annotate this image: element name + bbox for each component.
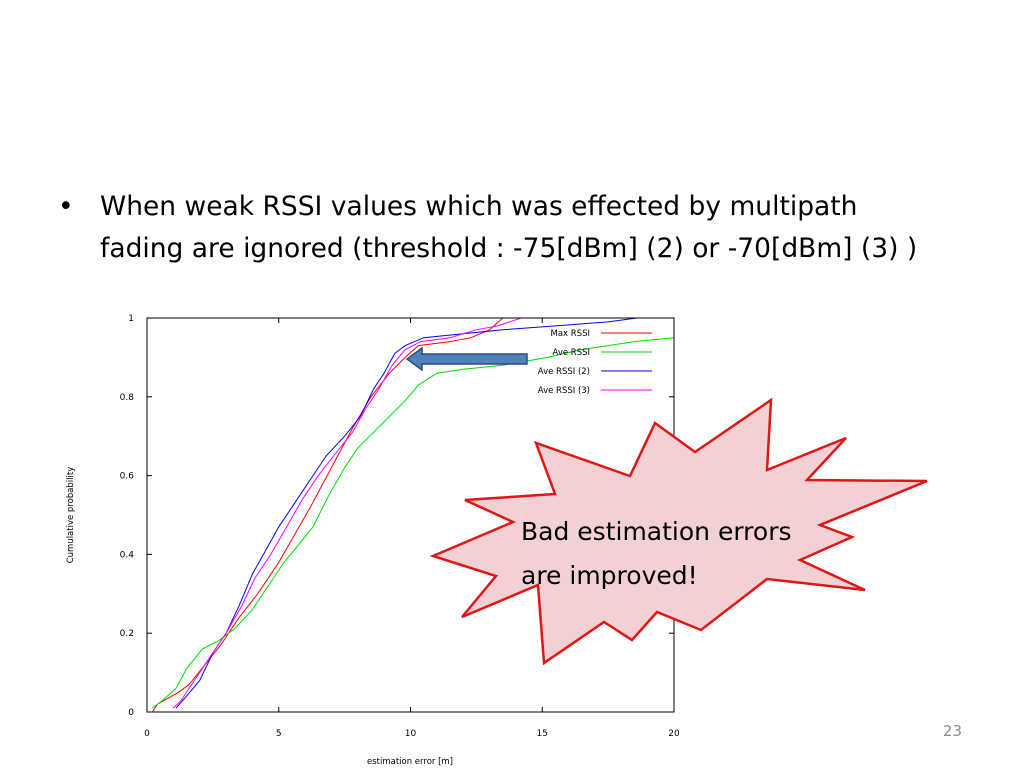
- pointer-arrow: [405, 346, 528, 372]
- series-line-1: [151, 317, 674, 713]
- page-number: 23: [942, 722, 962, 740]
- legend: Max RSSI Ave RSSI Ave RSSI (2) Ave RSSI (3): [538, 329, 652, 396]
- y-tick-label: 0.6: [120, 472, 135, 482]
- plot-lines: [151, 317, 675, 713]
- x-tick-label: 5: [276, 729, 282, 739]
- y-tick-label: 0: [128, 708, 134, 718]
- y-tick-label: 1: [128, 314, 134, 324]
- bullet-marker: •: [58, 191, 74, 222]
- callout-line-1: Bad estimation errors: [521, 517, 792, 546]
- x-tick-label: 0: [144, 729, 150, 739]
- starburst-shape: [429, 397, 928, 666]
- x-tick-label: 20: [668, 729, 680, 739]
- series-line-4: [172, 317, 674, 709]
- legend-label: Ave RSSI: [553, 348, 590, 358]
- x-axis-ticks: 0 5 10 15 20: [144, 318, 680, 739]
- x-tick-label: 15: [537, 729, 548, 739]
- legend-label: Ave RSSI (2): [538, 367, 590, 377]
- x-axis-label: estimation error [m]: [367, 757, 453, 767]
- y-tick-label: 0.8: [120, 393, 135, 403]
- bullet-line-2: fading are ignored (threshold : -75[dBm]…: [100, 233, 918, 264]
- x-tick-label: 10: [405, 729, 417, 739]
- callout-line-2: are improved!: [521, 561, 698, 590]
- legend-label: Max RSSI: [551, 329, 590, 339]
- y-axis-label: Cumulative probability: [66, 467, 76, 564]
- bullet-text: When weak RSSI values which was effected…: [100, 186, 950, 270]
- y-tick-label: 0.2: [120, 629, 134, 639]
- bullet-line-1: When weak RSSI values which was effected…: [100, 191, 858, 222]
- series-line-2: [151, 337, 675, 709]
- y-tick-label: 0.4: [120, 550, 135, 560]
- left-arrow-icon: [405, 346, 528, 372]
- legend-label: Ave RSSI (3): [538, 386, 590, 396]
- callout-starburst: Bad estimation errors are improved!: [429, 397, 928, 666]
